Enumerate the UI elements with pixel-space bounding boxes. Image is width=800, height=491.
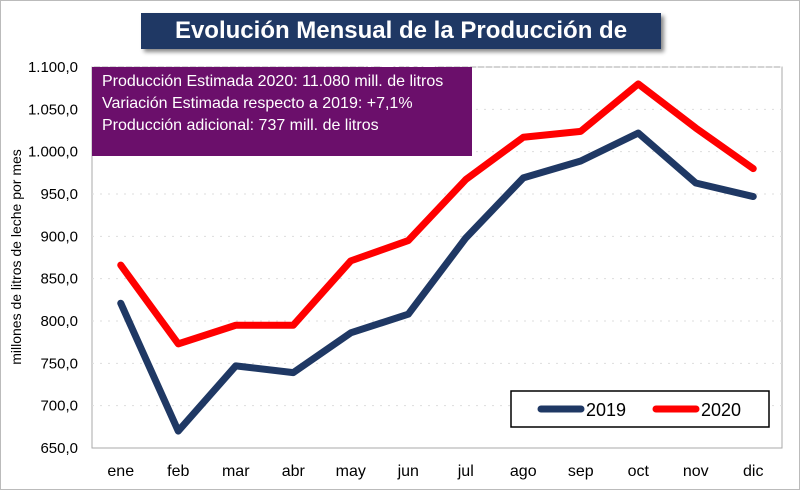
y-tick-label: 750,0 — [40, 355, 78, 372]
x-tick-label: sep — [568, 463, 594, 480]
y-tick-label: 800,0 — [40, 313, 78, 330]
y-tick-label: 700,0 — [40, 398, 78, 415]
legend-label-2020: 2020 — [701, 400, 741, 420]
x-tick-label: feb — [167, 463, 189, 480]
annotation-additional: Producción adicional: 737 mill. de litro… — [102, 115, 462, 137]
y-tick-label: 900,0 — [40, 228, 78, 245]
annotation-production: Producción Estimada 2020: 11.080 mill. d… — [102, 71, 462, 93]
chart-title: Evolución Mensual de la Producción de Le… — [141, 13, 661, 49]
x-tick-label: dic — [743, 463, 763, 480]
y-tick-label: 1.100,0 — [28, 59, 78, 76]
x-tick-label: mar — [222, 463, 250, 480]
x-tick-label: jul — [457, 463, 474, 480]
annotation-variation: Variación Estimada respecto a 2019: +7,1… — [102, 93, 462, 115]
y-tick-label: 1.000,0 — [28, 144, 78, 161]
y-tick-label: 650,0 — [40, 440, 78, 457]
x-tick-label: abr — [282, 463, 306, 480]
info-box: Producción Estimada 2020: 11.080 mill. d… — [92, 67, 472, 156]
x-tick-label: ago — [510, 463, 537, 480]
x-tick-label: ene — [107, 463, 134, 480]
y-axis-label: millones de litros de leche por mes — [8, 149, 24, 365]
y-tick-label: 1.050,0 — [28, 101, 78, 118]
x-tick-label: nov — [683, 463, 709, 480]
y-tick-label: 850,0 — [40, 271, 78, 288]
x-tick-label: oct — [628, 463, 650, 480]
y-tick-label: 950,0 — [40, 186, 78, 203]
legend-label-2019: 2019 — [586, 400, 626, 420]
x-tick-label: jun — [397, 463, 419, 480]
x-tick-label: may — [336, 463, 366, 480]
